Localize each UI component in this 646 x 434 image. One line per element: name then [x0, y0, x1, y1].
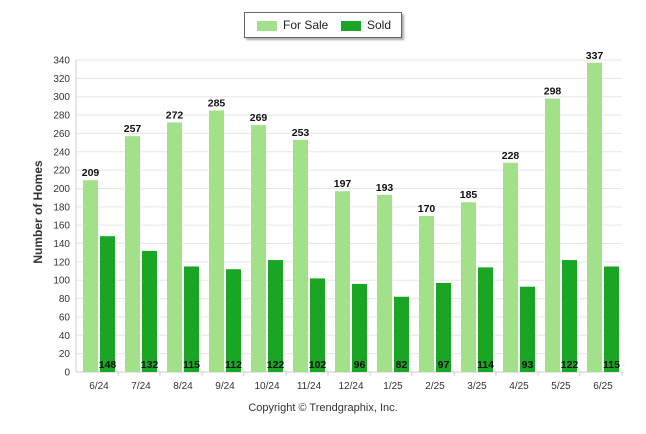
x-tick-label: 8/24 — [173, 381, 193, 392]
data-label-for-sale: 337 — [586, 50, 604, 62]
y-tick-label: 80 — [59, 294, 71, 305]
x-tick-label: 7/24 — [131, 381, 151, 392]
x-tick-label: 2/25 — [425, 381, 445, 392]
x-tick-label: 1/25 — [383, 381, 403, 392]
y-tick-label: 260 — [53, 129, 70, 140]
data-label-for-sale: 272 — [166, 109, 184, 121]
data-label-for-sale: 170 — [418, 203, 436, 215]
bar-sold — [352, 283, 367, 372]
bar-for-sale — [419, 216, 434, 372]
bar-sold — [100, 236, 115, 372]
y-tick-label: 280 — [53, 111, 70, 122]
bar-sold — [604, 266, 619, 372]
bar-for-sale — [545, 98, 560, 373]
y-tick-label: 140 — [53, 239, 70, 250]
bar-sold — [310, 278, 325, 372]
data-label-for-sale: 197 — [334, 178, 352, 190]
bar-sold — [478, 267, 493, 372]
data-label-sold: 122 — [561, 359, 579, 371]
bar-for-sale — [335, 191, 350, 372]
copyright-text: Copyright © Trendgraphix, Inc. — [248, 402, 398, 414]
data-label-for-sale: 253 — [292, 127, 310, 139]
y-tick-label: 40 — [59, 331, 71, 342]
data-label-for-sale: 209 — [82, 167, 100, 179]
data-label-sold: 96 — [354, 359, 366, 371]
data-label-sold: 82 — [396, 359, 408, 371]
y-tick-label: 20 — [59, 349, 71, 360]
bar-for-sale — [209, 110, 224, 373]
x-tick-label: 5/25 — [551, 381, 571, 392]
bars — [83, 62, 619, 373]
bar-sold — [394, 296, 409, 372]
data-label-sold: 112 — [225, 359, 242, 371]
data-label-sold: 102 — [309, 359, 327, 371]
data-label-for-sale: 257 — [124, 123, 142, 135]
bar-for-sale — [167, 122, 182, 373]
y-tick-label: 0 — [64, 368, 70, 379]
axes: 0 20 40 60 80 100 120 140 160 180 200 220 240 260 280 3… — [53, 56, 623, 392]
data-label-sold: 132 — [141, 359, 159, 371]
legend-item-for-sale[interactable]: For Sale — [257, 18, 328, 32]
bar-sold — [226, 269, 241, 372]
bar-for-sale — [251, 125, 266, 372]
legend-item-sold[interactable]: Sold — [341, 18, 391, 32]
legend-label-for-sale: For Sale — [283, 18, 329, 32]
x-tick-label: 3/25 — [467, 381, 487, 392]
y-tick-label: 160 — [53, 221, 70, 232]
x-tick-label: 9/24 — [215, 381, 235, 392]
x-tick-label: 12/24 — [338, 381, 363, 392]
x-tick-label: 6/24 — [89, 381, 109, 392]
y-tick-label: 320 — [53, 74, 70, 85]
bar-sold — [268, 260, 283, 372]
x-tick-label: 11/24 — [297, 381, 322, 392]
data-label-sold: 115 — [603, 359, 620, 371]
y-tick-label: 100 — [53, 276, 70, 287]
x-tick-label: 10/24 — [254, 381, 279, 392]
bar-sold — [184, 266, 199, 372]
bar-for-sale — [83, 180, 98, 372]
data-label-for-sale: 193 — [376, 182, 394, 194]
y-tick-label: 240 — [53, 147, 70, 158]
legend-label-sold: Sold — [367, 18, 392, 32]
bar-for-sale — [293, 139, 308, 372]
legend-swatch-for-sale — [257, 20, 277, 31]
y-tick-label: 340 — [53, 56, 70, 67]
bar-sold — [436, 282, 451, 372]
bar-for-sale — [503, 162, 518, 372]
y-tick-label: 200 — [53, 184, 70, 195]
y-tick-label: 220 — [53, 166, 70, 177]
data-label-for-sale: 269 — [250, 112, 268, 124]
bar-sold — [520, 286, 535, 372]
data-label-for-sale: 185 — [460, 189, 478, 201]
data-labels: 209 148 257 132 272 115 285 112 269 122 253 102 197 9… — [82, 50, 620, 371]
y-tick-label: 300 — [53, 92, 70, 103]
x-tick-label: 6/25 — [593, 381, 613, 392]
data-label-sold: 122 — [267, 359, 285, 371]
data-label-sold: 148 — [99, 359, 117, 371]
y-tick-label: 180 — [53, 202, 70, 213]
bar-for-sale — [125, 136, 140, 372]
legend-swatch-sold — [341, 20, 361, 31]
bar-sold — [142, 250, 157, 372]
data-label-sold: 115 — [183, 359, 200, 371]
data-label-sold: 114 — [477, 359, 494, 371]
y-tick-label: 120 — [53, 257, 70, 268]
bar-for-sale — [377, 194, 392, 372]
data-label-for-sale: 228 — [502, 150, 520, 162]
y-axis-label: Number of Homes — [31, 160, 45, 264]
data-label-sold: 93 — [522, 359, 534, 371]
data-label-for-sale: 298 — [544, 86, 562, 98]
bar-sold — [562, 260, 577, 372]
bar-for-sale — [461, 202, 476, 372]
x-tick-label: 4/25 — [509, 381, 529, 392]
bar-for-sale — [587, 62, 602, 373]
data-label-for-sale: 285 — [208, 97, 226, 109]
data-label-sold: 97 — [438, 359, 450, 371]
y-tick-label: 60 — [59, 312, 71, 323]
legend: For Sale Sold — [244, 12, 402, 38]
